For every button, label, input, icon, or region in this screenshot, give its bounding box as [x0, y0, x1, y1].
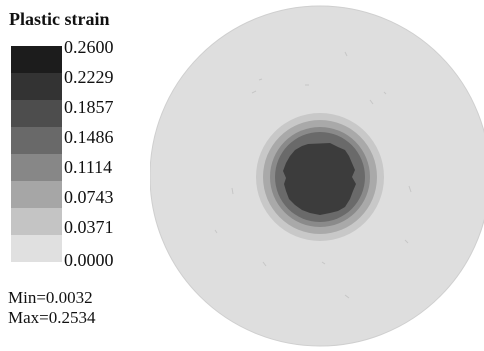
legend-title: Plastic strain [9, 9, 110, 29]
legend-tick-label: 0.2229 [64, 67, 114, 87]
scatter-mark [383, 91, 387, 95]
scatter-mark [231, 187, 234, 195]
legend-tick-label: 0.1114 [64, 157, 113, 177]
scatter-mark [408, 185, 412, 193]
scatter-mark [344, 294, 350, 299]
core-strain-region [283, 143, 356, 215]
legend-tick-label: 0.0000 [64, 250, 114, 270]
legend-tick-label: 0.2600 [64, 37, 114, 57]
max-value: Max=0.2534 [8, 308, 96, 327]
color-band [11, 181, 62, 208]
legend-tick-label: 0.0371 [64, 217, 114, 237]
strain-contour-plot [150, 5, 484, 347]
scatter-mark [262, 261, 267, 267]
min-value: Min=0.0032 [8, 288, 93, 307]
scatter-mark [404, 239, 409, 244]
scatter-mark [258, 78, 263, 81]
color-band [11, 127, 62, 154]
legend-tick-label: 0.0743 [64, 187, 114, 207]
scatter-mark [344, 51, 348, 57]
scatter-mark [321, 261, 326, 265]
color-bar [11, 46, 62, 262]
color-band [11, 154, 62, 181]
legend-tick-label: 0.1486 [64, 127, 114, 147]
color-band [11, 235, 62, 262]
color-band [11, 100, 62, 127]
color-band [11, 73, 62, 100]
scatter-mark [251, 90, 257, 94]
scatter-mark [369, 99, 374, 105]
scatter-mark [214, 229, 218, 234]
color-band [11, 46, 62, 73]
color-band [11, 208, 62, 235]
scatter-marks [214, 51, 412, 299]
legend-tick-label: 0.1857 [64, 97, 114, 117]
